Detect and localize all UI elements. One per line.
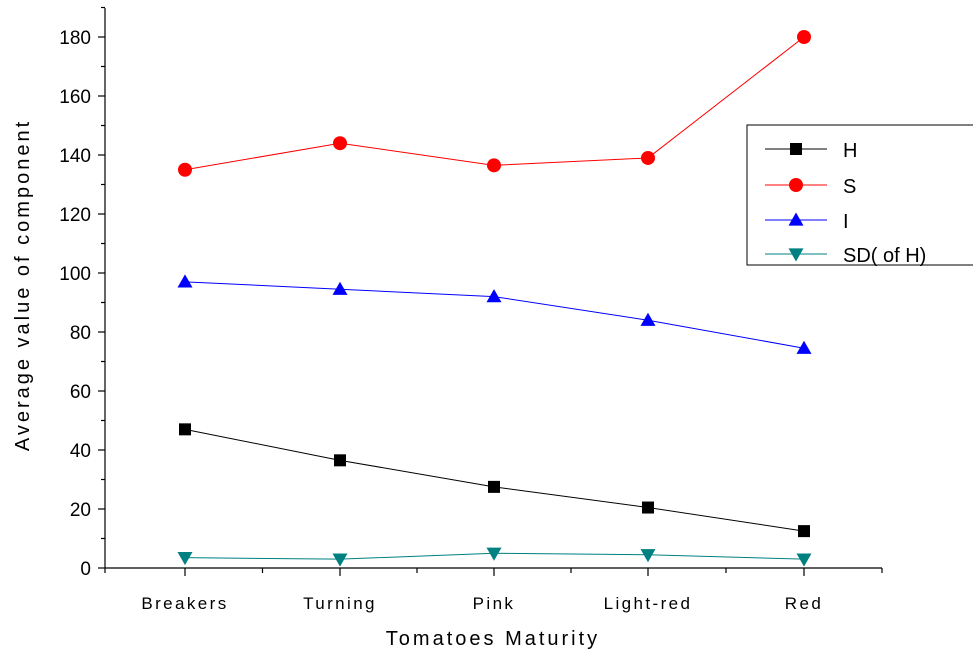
data-point [333, 136, 347, 151]
legend-label: H [843, 140, 857, 162]
legend-label: I [843, 211, 849, 233]
data-point [179, 423, 191, 436]
y-tick-label: 120 [59, 205, 91, 226]
y-tick-label: 0 [80, 559, 91, 580]
series-line [184, 36, 805, 171]
x-tick-label: Breakers [141, 594, 228, 613]
legend-marker [790, 143, 802, 155]
data-point [334, 454, 346, 467]
x-tick-label: Turning [303, 594, 377, 613]
data-point [797, 30, 811, 44]
x-tick-label: Light-red [604, 594, 693, 613]
data-point [642, 501, 654, 514]
data-point [177, 552, 193, 566]
series-2 [178, 30, 811, 177]
y-tick-label: 40 [70, 441, 91, 462]
data-point [332, 553, 348, 567]
x-axis-title: Tomatoes Maturity [386, 628, 600, 650]
legend-marker [789, 178, 803, 192]
y-tick-label: 140 [59, 146, 91, 167]
y-axis-title: Average value of component [12, 119, 34, 451]
legend-label: S [843, 176, 856, 198]
y-tick-label: 80 [70, 323, 91, 344]
series-layer [177, 30, 812, 567]
series-1 [179, 423, 810, 538]
data-point [332, 281, 348, 295]
series-3 [177, 274, 812, 354]
data-point [178, 162, 192, 177]
y-tick-label: 60 [70, 382, 91, 403]
data-point [177, 274, 193, 288]
legend-box [746, 124, 973, 266]
data-point [640, 549, 656, 563]
x-tick-label: Pink [473, 594, 516, 613]
y-tick-label: 100 [59, 264, 91, 285]
y-tick-label: 20 [70, 500, 91, 521]
series-4 [177, 547, 812, 567]
data-point [640, 312, 656, 326]
axes: 0 20 40 60 80 100 120 140 160 180 Breakers Turning P… [59, 6, 883, 613]
y-tick-label: 160 [59, 87, 91, 108]
data-point [487, 158, 501, 173]
legend-marker [788, 248, 804, 262]
legend-marker [788, 212, 804, 226]
data-point [796, 340, 812, 354]
data-point [641, 150, 655, 165]
data-point [486, 289, 502, 303]
data-point [486, 547, 502, 561]
series-line [184, 428, 805, 532]
data-point [796, 553, 812, 567]
data-point [798, 525, 810, 538]
data-point [488, 480, 500, 493]
legend-label: SD( of H) [843, 245, 926, 267]
x-tick-label: Red [785, 594, 823, 613]
y-tick-label: 180 [59, 28, 91, 49]
legend: HSI SD( of H) [746, 124, 973, 267]
